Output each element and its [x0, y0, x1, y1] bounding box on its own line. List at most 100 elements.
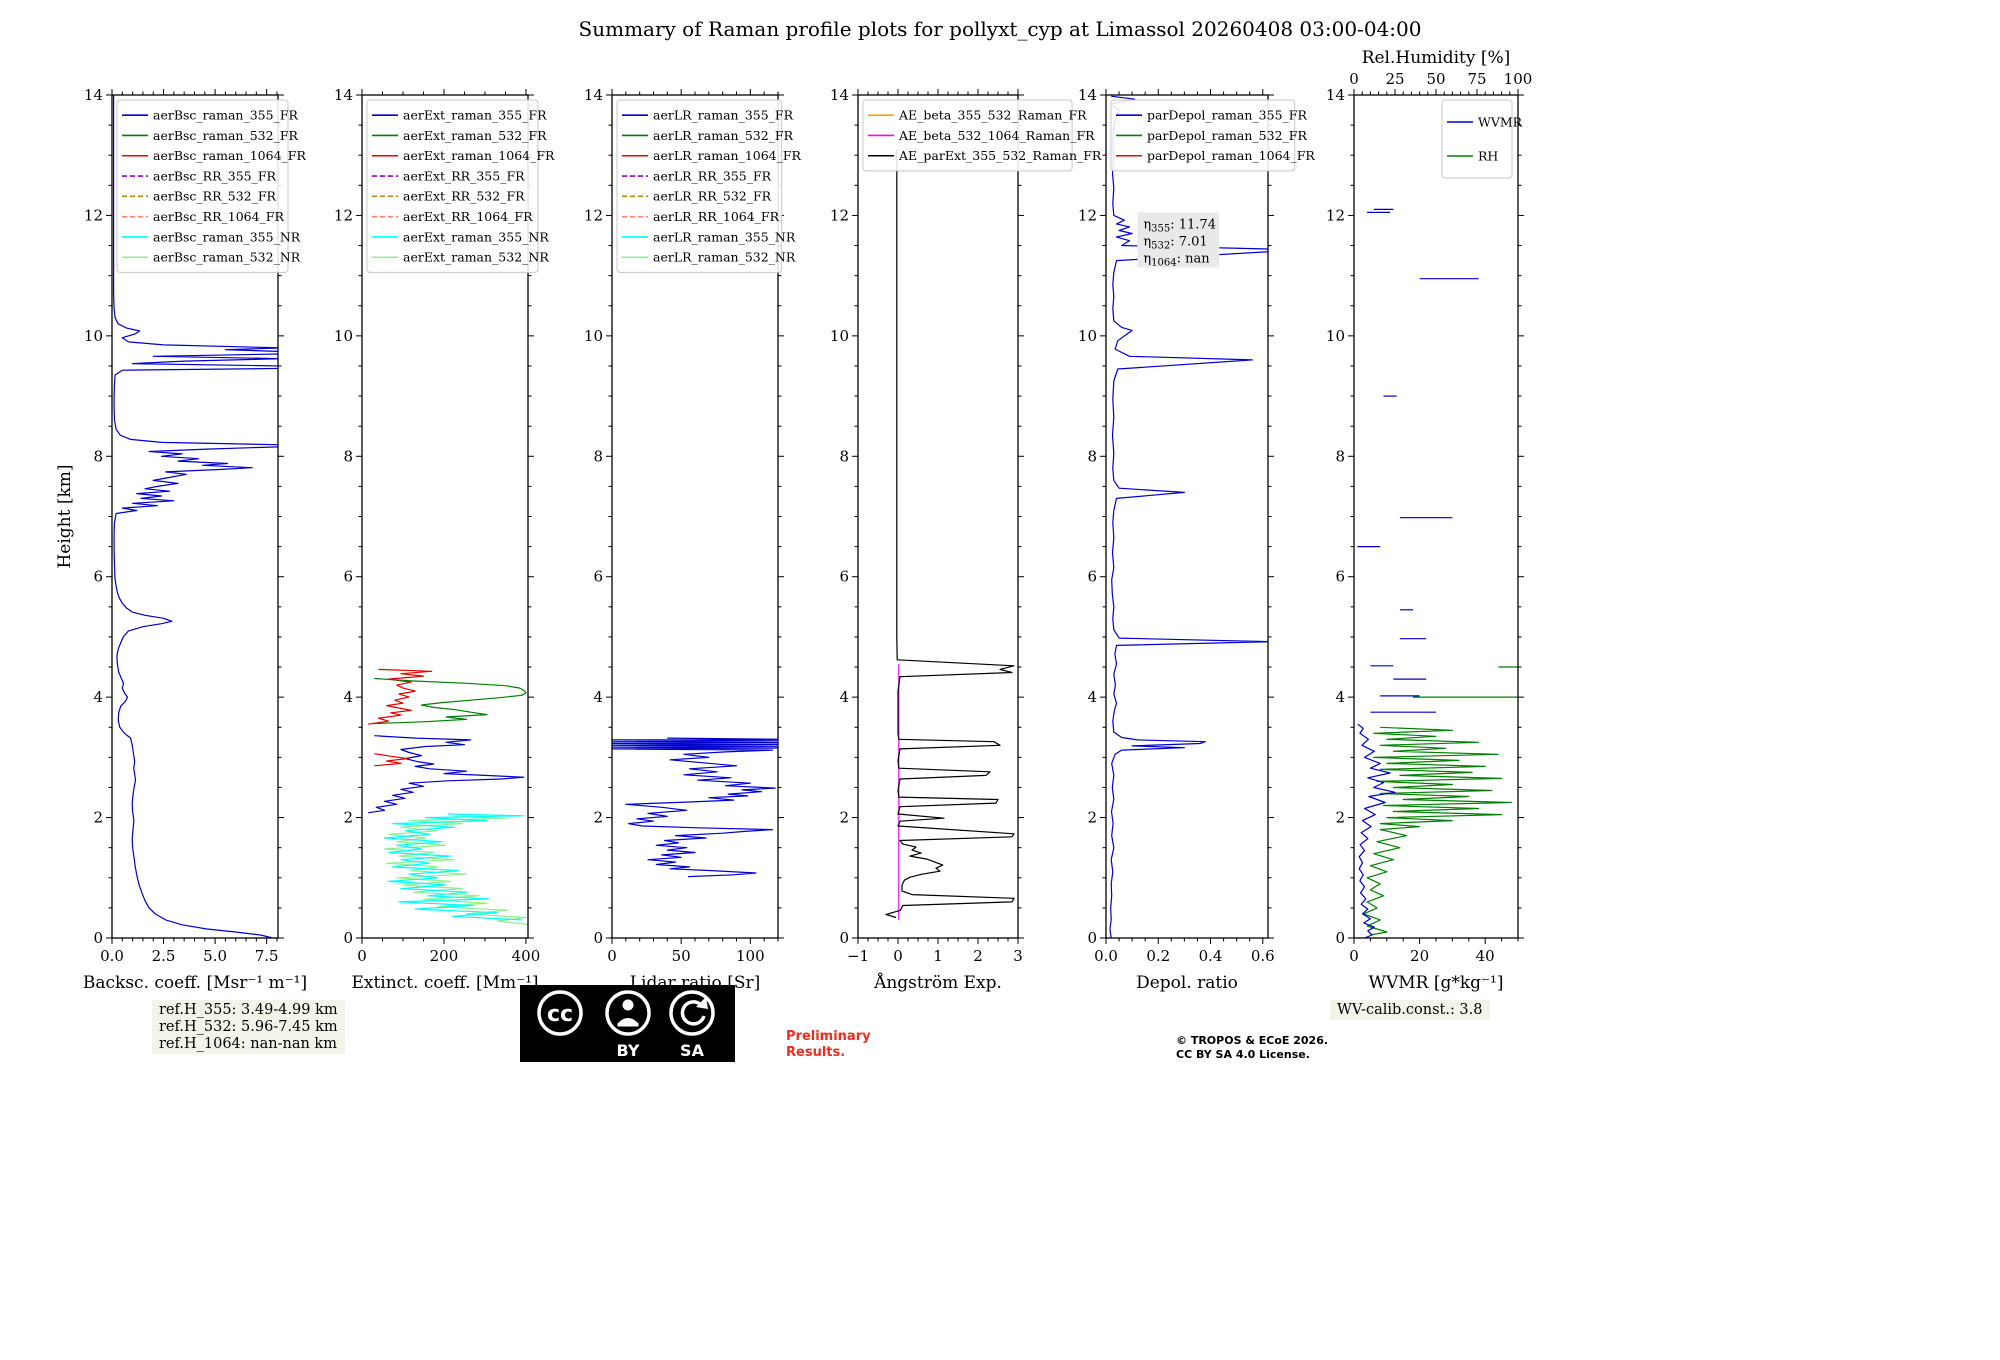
line-aerExt_raman_1064_FR: [374, 753, 408, 767]
x-tick-label: 400: [512, 947, 541, 965]
legend-label: aerBsc_raman_532_FR: [153, 128, 298, 143]
legend-label: aerBsc_raman_1064_FR: [153, 148, 306, 163]
y-tick-label: 12: [1078, 206, 1097, 224]
legend-label: aerBsc_raman_355_FR: [153, 107, 298, 122]
y-tick-label: 0: [343, 929, 353, 947]
y-tick-label: 4: [839, 688, 849, 706]
y-tick-label: 2: [593, 809, 603, 827]
y-tick-label: 10: [584, 327, 603, 345]
series-layer: [885, 149, 1015, 920]
x-axis-label: Backsc. coeff. [Msr⁻¹ m⁻¹]: [83, 973, 307, 993]
x-tick-label: 3: [1013, 947, 1023, 965]
legend-label: aerLR_raman_1064_FR: [653, 148, 802, 163]
legend-label: WVMR: [1478, 114, 1523, 129]
legend: parDepol_raman_355_FR parDepol_raman_532_…: [1110, 99, 1315, 172]
series-layer: [113, 95, 278, 938]
legend: aerExt_raman_355_FR aerExt_raman_532_FRae…: [366, 99, 555, 273]
y-tick-label: 6: [839, 568, 849, 586]
y-tick-label: 4: [93, 688, 103, 706]
preliminary-line-1: Preliminary: [786, 1029, 871, 1044]
legend-label: aerLR_raman_355_FR: [653, 107, 794, 122]
legend-box: [1110, 99, 1296, 172]
x-tick-label: 200: [430, 947, 459, 965]
panel-extinction: 0 200 400 0 2 4 6 8 10 12 14 Extinct. coeff. [Mm⁻¹]…: [334, 86, 555, 993]
top-tick-label: 75: [1467, 70, 1486, 88]
ticks: [106, 89, 284, 944]
y-tick-label: 2: [1335, 809, 1345, 827]
x-tick-label: 40: [1476, 947, 1495, 965]
x-tick-label: 50: [672, 947, 691, 965]
line-aerBsc_raman_355_FR: [113, 95, 278, 938]
y-tick-label: 8: [1087, 447, 1097, 465]
legend-box: [116, 99, 289, 273]
x-axis-label: Extinct. coeff. [Mm⁻¹]: [351, 973, 538, 993]
y-tick-label: 8: [593, 447, 603, 465]
legend-label: AE_beta_532_1064_Raman_FR: [898, 128, 1095, 143]
y-tick-label: 12: [84, 206, 103, 224]
y-tick-label: 0: [593, 929, 603, 947]
legend-label: aerBsc_RR_1064_FR: [153, 209, 284, 224]
series-layer: [612, 737, 778, 878]
wv-calib-box: WV-calib.const.: 3.8: [1330, 1000, 1490, 1020]
line-aerLR_raman_355_FR: [612, 737, 778, 878]
y-tick-label: 14: [84, 86, 103, 104]
y-tick-label: 2: [93, 809, 103, 827]
y-tick-label: 12: [334, 206, 353, 224]
legend-label: aerExt_raman_1064_FR: [403, 148, 555, 163]
y-tick-label: 2: [1087, 809, 1097, 827]
legend: WVMR RH: [1441, 99, 1523, 179]
legend-label: aerBsc_raman_532_NR: [153, 250, 301, 265]
legend-label: aerLR_RR_355_FR: [653, 168, 772, 183]
legend-box: [1441, 99, 1513, 179]
x-tick-label: 0: [1349, 947, 1359, 965]
legend-label: aerExt_raman_355_FR: [403, 107, 547, 122]
cc-letters: cc: [547, 1002, 573, 1027]
ref-height-355: ref.H_355: 3.49-4.99 km: [159, 1002, 338, 1018]
line-RH: [1363, 726, 1512, 936]
line-AE_parExt_355_532_Raman_FR: [885, 149, 1015, 919]
panel-backscatter: 0.0 2.5 5.0 7.5 0 2 4 6 8 10 12 14 Backsc. coeff. [M…: [55, 86, 307, 993]
top-axis-label: Rel.Humidity [%]: [1362, 48, 1511, 68]
preliminary-line-2: Results.: [786, 1044, 846, 1060]
y-tick-label: 4: [343, 688, 353, 706]
x-tick-label: 0: [607, 947, 617, 965]
line-aerExt_raman_355_FR: [368, 735, 525, 814]
series-layer: [368, 668, 528, 925]
y-tick-label: 8: [343, 447, 353, 465]
copyright-line-1: © TROPOS & ECoE 2026.: [1176, 1034, 1329, 1047]
legend-label: aerLR_raman_355_NR: [653, 229, 796, 244]
y-tick-label: 6: [1087, 568, 1097, 586]
page-title: Summary of Raman profile plots for polly…: [578, 17, 1422, 41]
y-tick-label: 10: [1078, 327, 1097, 345]
x-tick-label: −1: [847, 947, 869, 965]
x-tick-label: 0.0: [1094, 947, 1118, 965]
copyright-note: © TROPOS & ECoE 2026. CC BY SA 4.0 Licen…: [1176, 1034, 1328, 1063]
legend-box: [366, 99, 539, 273]
y-tick-label: 14: [584, 86, 603, 104]
eta-annotation-box: [1137, 212, 1220, 268]
y-tick-label: 10: [334, 327, 353, 345]
legend-label: aerBsc_RR_532_FR: [153, 189, 277, 204]
top-tick-label: 50: [1426, 70, 1445, 88]
legend-label: aerBsc_RR_355_FR: [153, 168, 277, 183]
y-tick-label: 12: [1326, 206, 1345, 224]
cc-license-badge: cc BY SA: [520, 985, 735, 1066]
legend-label: aerLR_RR_1064_FR: [653, 209, 780, 224]
y-tick-label: 4: [593, 688, 603, 706]
y-tick-label: 6: [93, 568, 103, 586]
x-tick-label: 20: [1410, 947, 1429, 965]
y-axis-label: Height [km]: [55, 464, 75, 568]
ticks: [852, 89, 1024, 944]
ticks: [1348, 89, 1524, 944]
y-tick-label: 14: [1078, 86, 1097, 104]
x-tick-label: 0: [893, 947, 903, 965]
y-tick-label: 4: [1335, 688, 1345, 706]
legend-label: aerExt_RR_1064_FR: [403, 209, 533, 224]
preliminary-note: Preliminary Results.: [786, 1029, 871, 1060]
y-tick-label: 14: [1326, 86, 1345, 104]
cc-by-person-icon: [605, 990, 651, 1036]
